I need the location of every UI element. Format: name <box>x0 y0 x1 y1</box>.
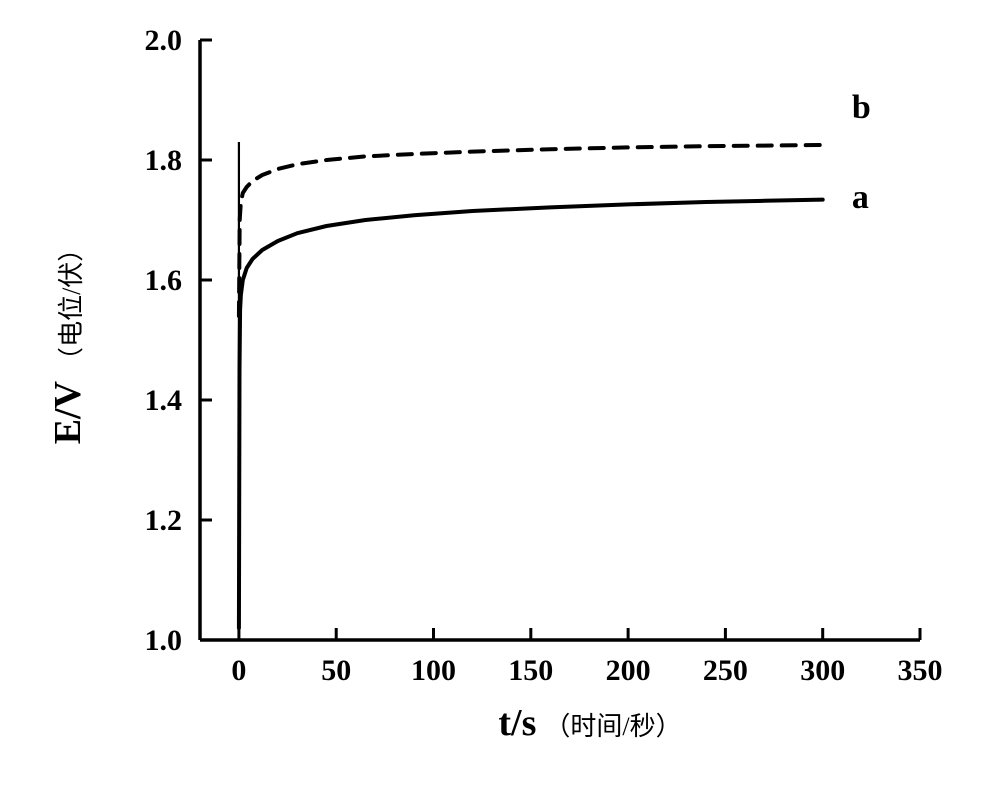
line-chart: 0 50 100 150 200 250 300 350 1.0 1.2 1.4 1.6 1.8 2.0 a… <box>0 0 1000 798</box>
y-tick-label: 1.4 <box>145 384 183 417</box>
series-label-a: a <box>852 179 869 216</box>
x-tick-label: 200 <box>606 654 651 687</box>
x-tick-label: 300 <box>800 654 845 687</box>
x-tick-label: 100 <box>411 654 456 687</box>
y-tick-label: 2.0 <box>145 24 183 57</box>
chart-container: 0 50 100 150 200 250 300 350 1.0 1.2 1.4 1.6 1.8 2.0 a… <box>0 0 1000 798</box>
x-tick-label: 350 <box>898 654 943 687</box>
x-tick-label: 50 <box>321 654 351 687</box>
y-tick-label: 1.2 <box>145 504 183 537</box>
series-label-b: b <box>852 89 871 126</box>
x-tick-label: 150 <box>508 654 553 687</box>
y-tick-label: 1.6 <box>145 264 183 297</box>
y-tick-label: 1.0 <box>145 624 183 657</box>
x-tick-label: 250 <box>703 654 748 687</box>
y-tick-label: 1.8 <box>145 144 183 177</box>
x-tick-label: 0 <box>231 654 246 687</box>
